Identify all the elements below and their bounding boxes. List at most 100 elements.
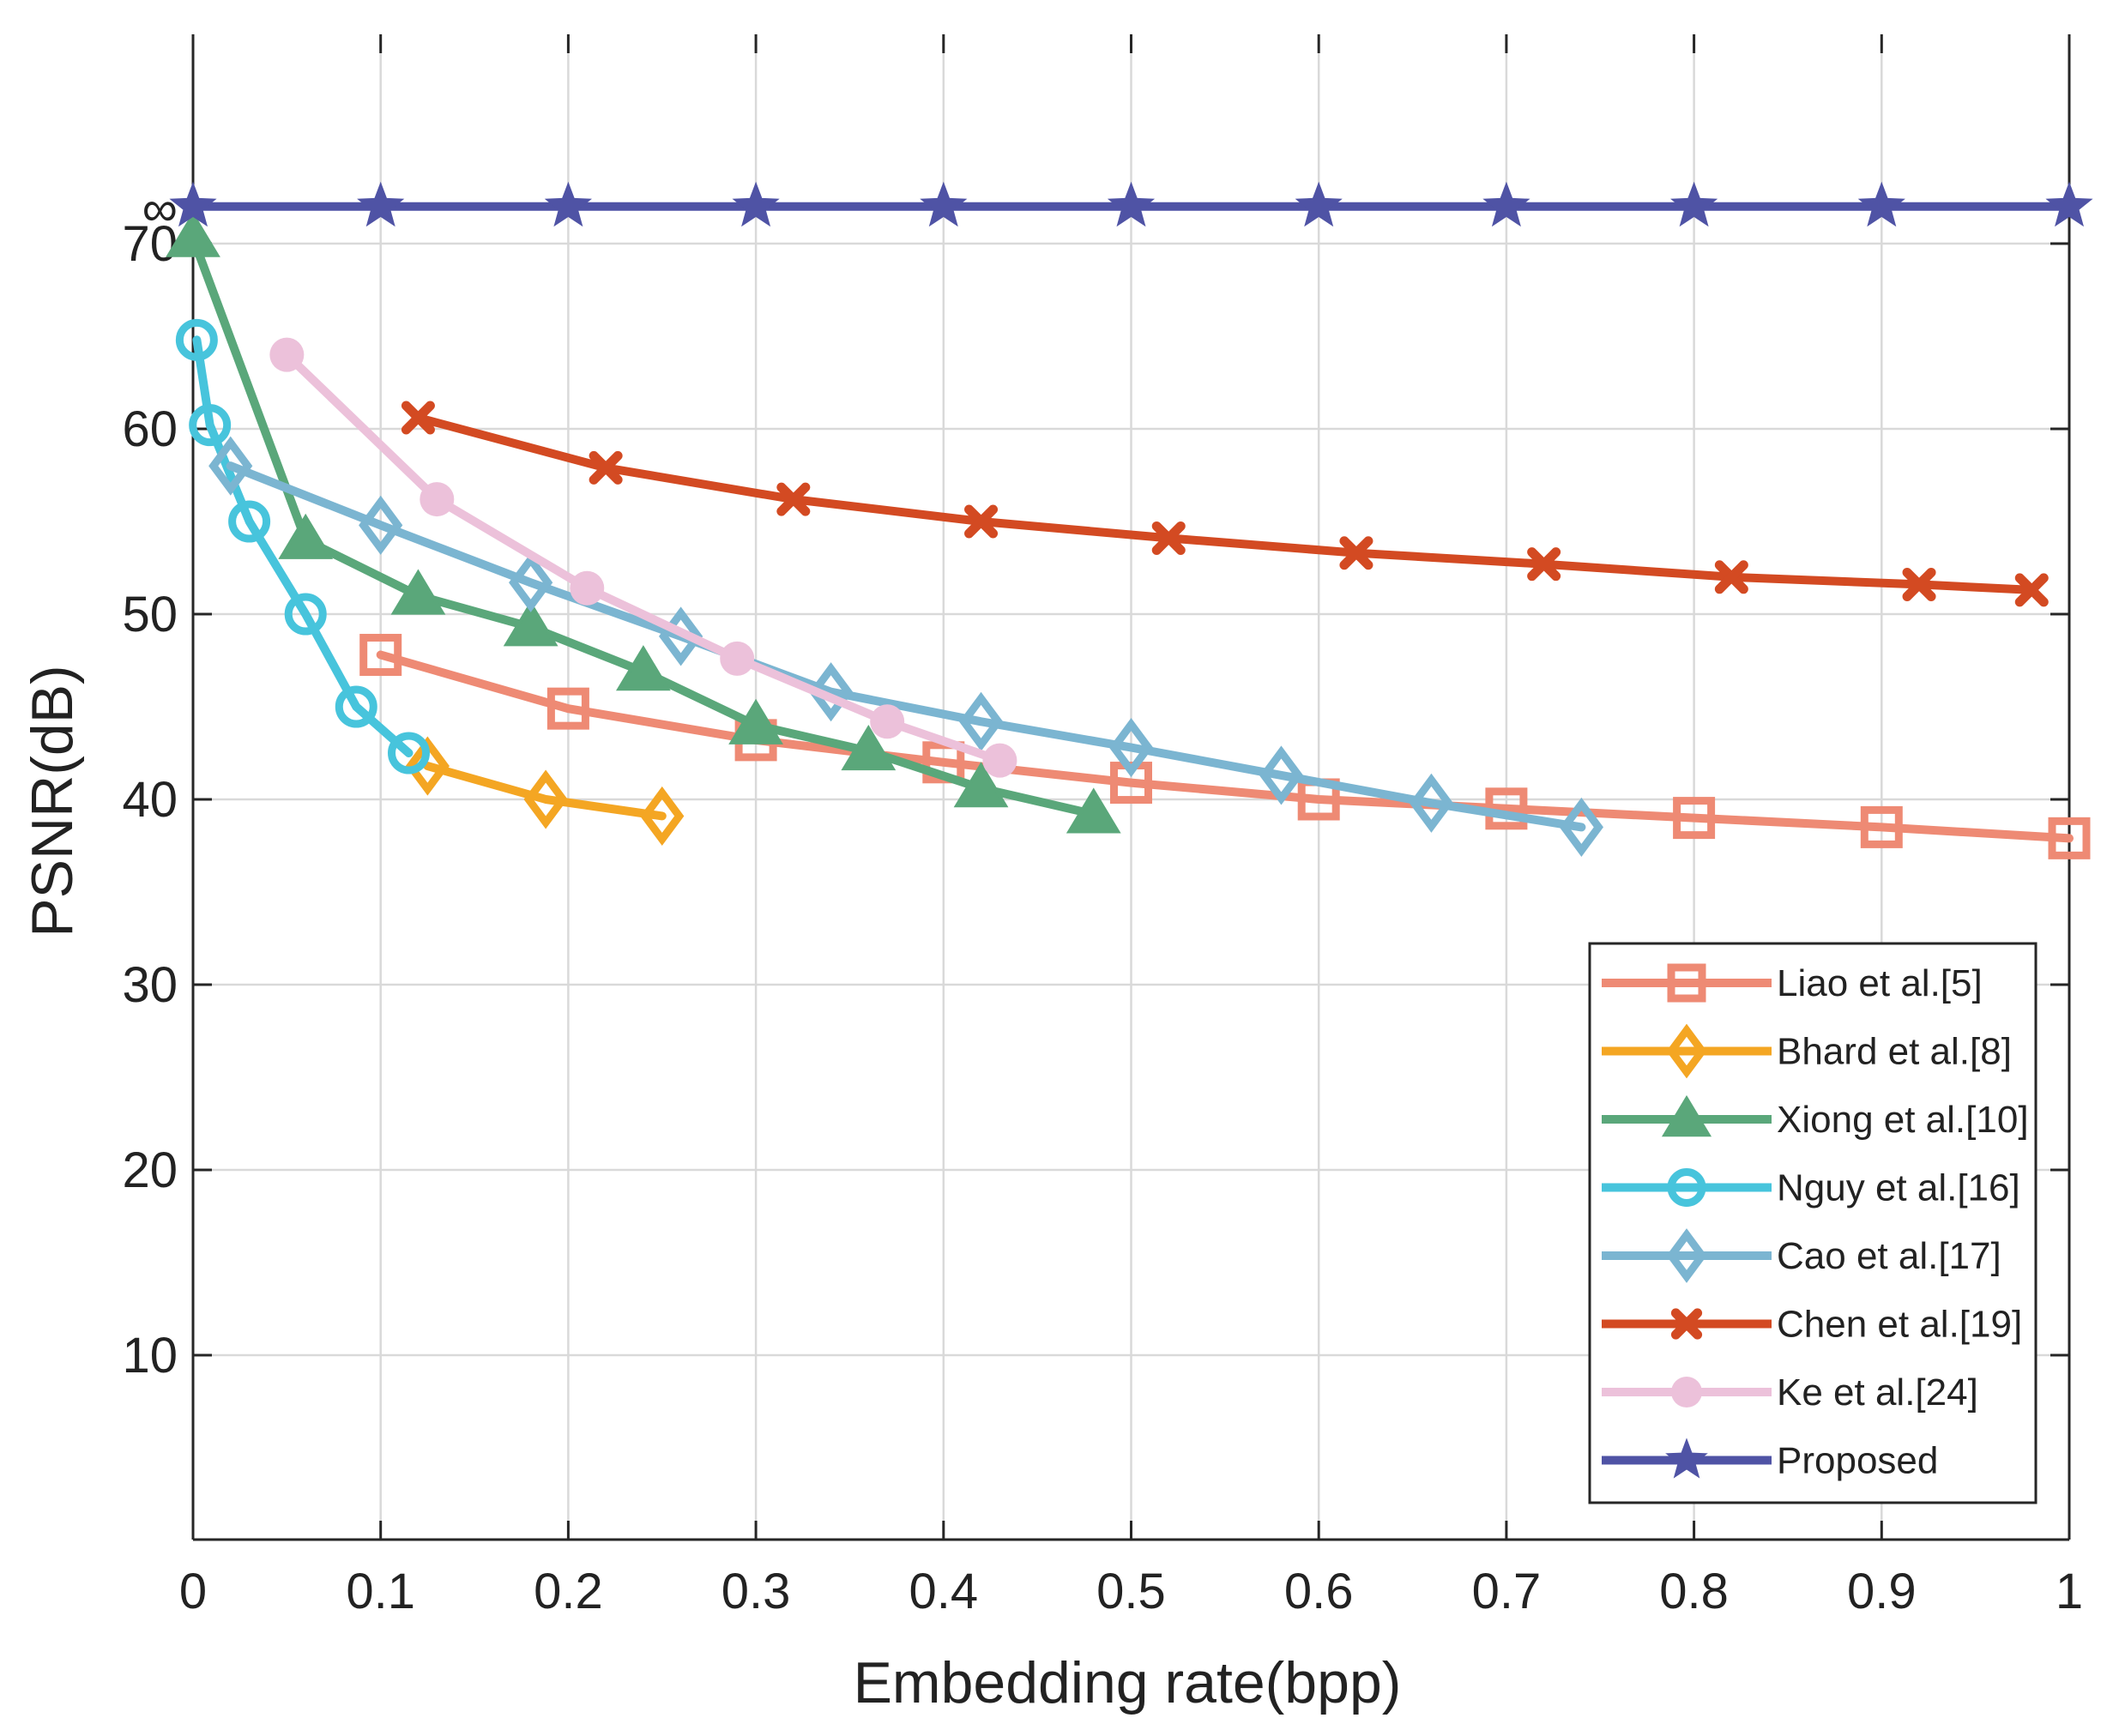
data-point: Xiong et al.[10]: (0.12, 51) [390, 569, 446, 615]
data-point: Xiong et al.[10]: (0.24, 46.9) [615, 645, 671, 691]
data-point: Proposed: (0.8, 72) [1670, 181, 1718, 227]
data-point: Cao et al.[17]: (0.18, 51.7) [509, 552, 553, 612]
data-point: Chen et al.[19]: (0.42, 55) [964, 504, 999, 539]
legend-marker [1666, 1228, 1707, 1283]
series-liao-et-al-5: Liao et al.[5]: (0.1, 47.8) Liao et al.[5… [359, 634, 2091, 859]
legend-marker [1661, 1094, 1712, 1137]
legend-label: Xiong et al.[10] [1777, 1099, 2029, 1141]
square-marker-shape [1860, 805, 1903, 848]
x-marker-stroke [964, 504, 999, 539]
data-point: Ke et al.[24]: (0.21, 51.4) [570, 570, 605, 606]
star-marker-shape [1857, 181, 1905, 227]
data-point: Proposed: (1, 72) [2045, 181, 2093, 227]
data-point: Nguy et al.[16]: (0.009, 60.2) [189, 404, 232, 447]
triangle-marker-shape [953, 762, 1009, 808]
data-point: Nguy et al.[16]: (0.06, 50) [284, 593, 327, 636]
x-marker-stroke [2014, 573, 2049, 607]
data-point: Chen et al.[19]: (0.82, 52) [1714, 560, 1748, 594]
legend-label: Chen et al.[19] [1777, 1304, 2022, 1346]
x-marker-stroke [1714, 560, 1748, 594]
data-point: Chen et al.[19]: (0.98, 51.3) [2014, 573, 2049, 607]
data-point: Proposed: (0.7, 72) [1482, 181, 1530, 227]
legend-entry: Proposed [1602, 1438, 1938, 1482]
diamond-marker-shape [359, 495, 403, 555]
data-point: Chen et al.[19]: (0.52, 54.1) [1151, 521, 1186, 555]
legend-label: Cao et al.[17] [1777, 1235, 2001, 1277]
data-point: Cao et al.[17]: (0.5, 42.8) [1108, 717, 1154, 778]
series-xiong-et-al-10: Xiong et al.[10]: (0, 70.3) Xiong et al.[… [166, 211, 1121, 834]
star-marker-shape [1665, 1438, 1708, 1479]
data-point: Xiong et al.[10]: (0.06, 54) [278, 513, 334, 559]
data-point: Xiong et al.[10]: (0.3, 44) [728, 698, 783, 744]
legend-entry: Cao et al.[17] [1602, 1228, 2001, 1283]
data-point: Proposed: (0.3, 72) [732, 181, 780, 227]
x-tick-label: 0 [179, 1564, 207, 1619]
star-marker-shape [357, 181, 405, 227]
data-point: Cao et al.[17]: (0.1, 54.8) [359, 495, 403, 555]
triangle-marker-shape [503, 600, 558, 647]
triangle-marker-shape [166, 211, 220, 257]
x-tick-label: 0.4 [909, 1564, 978, 1619]
diamond-marker-shape [1259, 745, 1304, 805]
data-point: Cao et al.[17]: (0.74, 38.5) [1559, 797, 1603, 857]
legend-label: Bhard et al.[8] [1777, 1031, 2012, 1073]
data-point: Liao et al.[5]: (1, 37.9) [2048, 817, 2091, 859]
diamond-marker-shape [509, 552, 553, 612]
data-point: Cao et al.[17]: (0.66, 39.8) [1409, 773, 1454, 833]
circle-marker-shape [175, 318, 218, 361]
data-point: Nguy et al.[16]: (0.03, 55) [228, 500, 271, 543]
data-point: Ke et al.[24]: (0.37, 44.2) [870, 704, 905, 739]
x-tick-label: 0.5 [1096, 1564, 1166, 1619]
x-tick-label: 0.9 [1847, 1564, 1917, 1619]
series-proposed: Proposed: (0, 72) Proposed: (0.1, 72) Prop… [169, 181, 2093, 227]
legend-box [1588, 942, 2038, 1504]
data-point: Chen et al.[19]: (0.12, 60.6) [401, 401, 435, 435]
star-marker-shape [2045, 181, 2093, 227]
filled-circle-marker-shape [982, 743, 1017, 778]
series-line [189, 233, 1098, 819]
legend-entry: Ke et al.[24] [1602, 1371, 1978, 1414]
filled-circle-marker-shape [1671, 1377, 1702, 1407]
star-marker-shape [544, 181, 592, 227]
filled-circle-marker-shape [269, 337, 305, 372]
triangle-marker-shape [390, 569, 446, 615]
filled-circle-marker-shape [720, 641, 755, 676]
data-point: Chen et al.[19]: (0.92, 51.6) [1902, 567, 1936, 601]
star-marker-shape [1107, 181, 1156, 227]
legend-marker [1671, 1377, 1702, 1407]
y-tick-label: 70 [122, 216, 178, 272]
star-marker-shape [1670, 181, 1718, 227]
data-point: Bhard et al.[8]: (0.25, 39.1) [640, 786, 685, 847]
y-tick-label: 10 [122, 1328, 178, 1383]
data-point: Nguy et al.[16]: (0.087, 45) [335, 685, 377, 728]
star-marker-shape [1482, 181, 1530, 227]
x-axis-title: Embedding rate(bpp) [854, 1650, 1402, 1715]
triangle-marker-shape [278, 513, 334, 559]
square-marker-shape [1673, 797, 1716, 840]
data-point: Proposed: (0.5, 72) [1107, 181, 1156, 227]
x-tick-label: 0.6 [1284, 1564, 1354, 1619]
diamond-marker-shape [1108, 717, 1154, 778]
data-point: Liao et al.[5]: (0.1, 47.8) [359, 634, 402, 677]
legend-label: Proposed [1777, 1440, 1938, 1482]
diamond-marker-shape [208, 436, 253, 496]
legend-label: Ke et al.[24] [1777, 1371, 1978, 1414]
data-point: Bhard et al.[8]: (0.125, 41.8) [405, 736, 450, 796]
data-point: Chen et al.[19]: (0.62, 53.3) [1339, 536, 1373, 570]
x-tick-label: 1 [2056, 1564, 2083, 1619]
data-point: Cao et al.[17]: (0.58, 41.3) [1259, 745, 1304, 805]
legend-label: Nguy et al.[16] [1777, 1167, 2020, 1209]
data-point: Proposed: (0.6, 72) [1295, 181, 1343, 227]
data-point: Liao et al.[5]: (0.8, 39) [1673, 797, 1716, 840]
diamond-marker-shape [1559, 797, 1603, 857]
series-chen-et-al-19: Chen et al.[19]: (0.12, 60.6) Chen et al.… [401, 401, 2049, 607]
legend-marker [1667, 963, 1706, 1003]
y-tick-label: 20 [122, 1142, 178, 1198]
data-point: Xiong et al.[10]: (0.18, 49.3) [503, 600, 558, 647]
circle-marker-shape [1667, 1168, 1706, 1207]
data-point: Proposed: (0.1, 72) [357, 181, 405, 227]
y-tick-label: 50 [122, 587, 178, 642]
legend-label: Liao et al.[5] [1777, 962, 1983, 1004]
triangle-marker-shape [615, 645, 671, 691]
